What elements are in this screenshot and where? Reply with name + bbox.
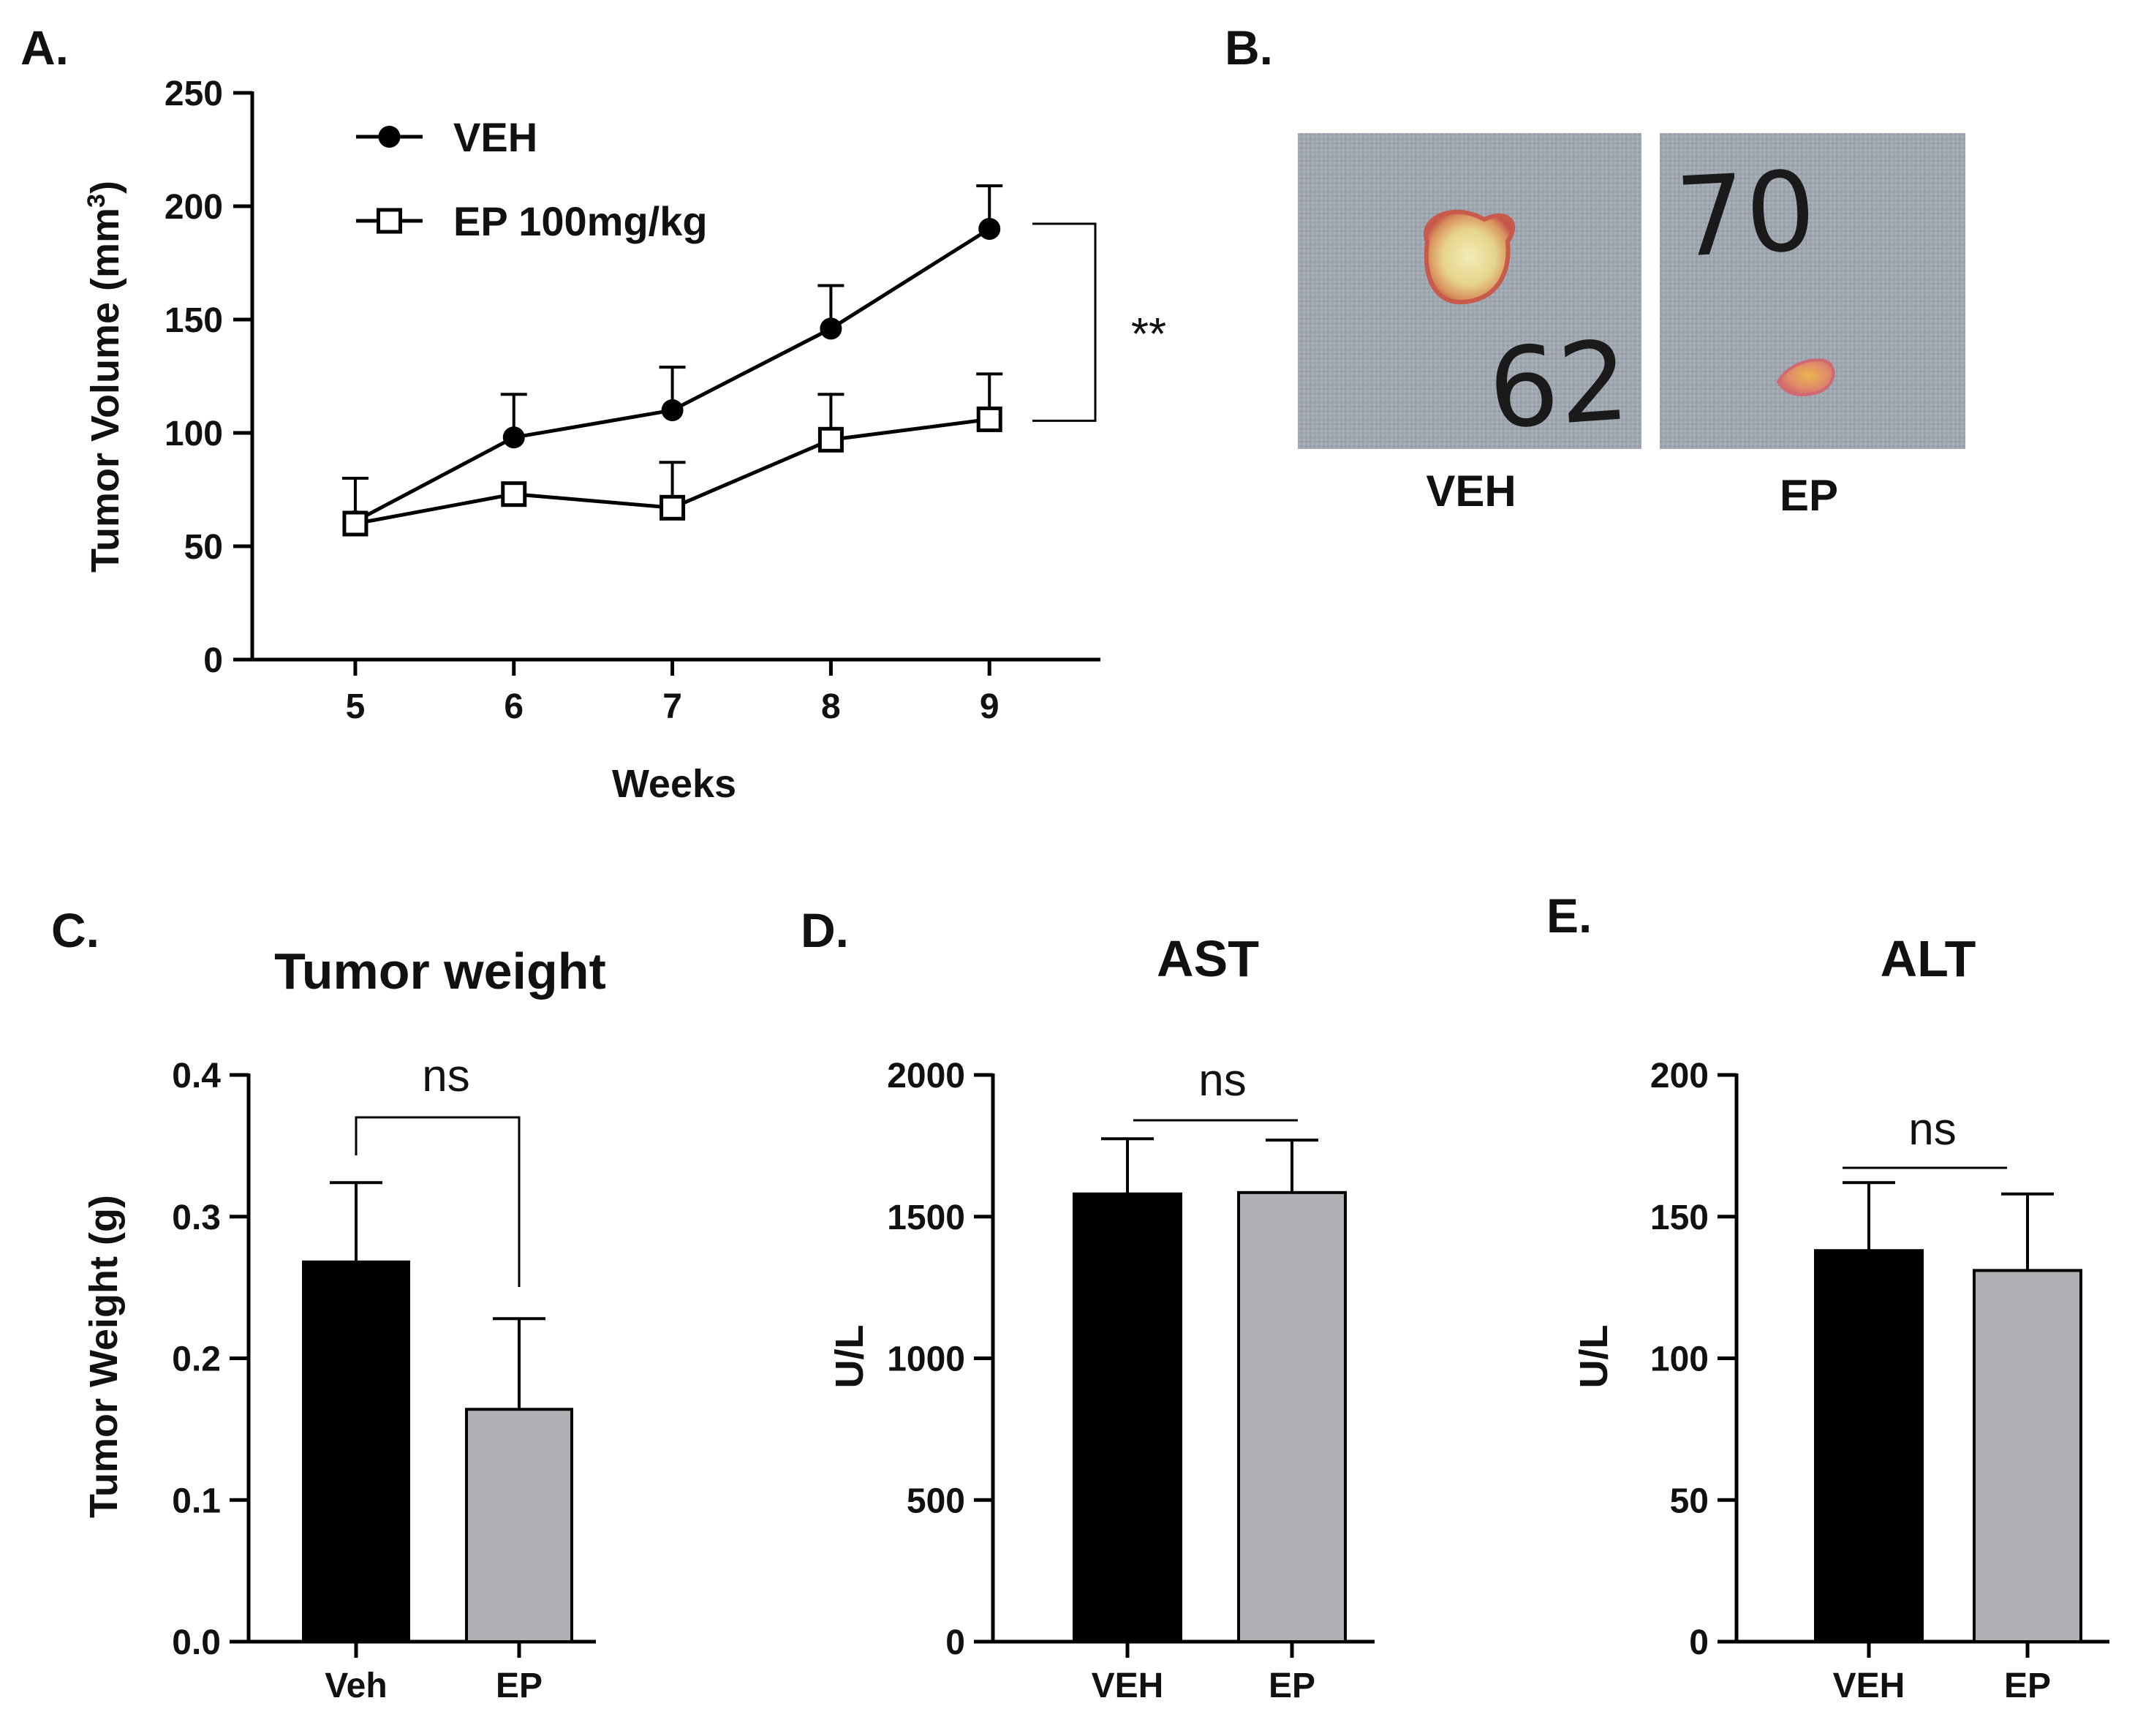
- ep-photo-mark: 70: [1673, 148, 1819, 282]
- c-bar-veh: [302, 1260, 410, 1643]
- veh-tumor-shape: [1424, 209, 1516, 305]
- a-veh-point: [978, 218, 1001, 240]
- d-y-tick-label: 2000: [887, 1057, 965, 1095]
- panel-e-letter: E.: [1546, 888, 1592, 943]
- e-y-tick-label: 100: [1650, 1340, 1709, 1379]
- e-bar-ep: [1973, 1269, 2082, 1643]
- d-y-tick-label: 1000: [887, 1340, 965, 1379]
- c-x-tick-label: Veh: [325, 1667, 387, 1705]
- c-y-tick-label: 0.2: [172, 1340, 221, 1379]
- c-significance-bracket: [355, 1116, 521, 1287]
- panel-b-letter: B.: [1225, 20, 1273, 75]
- c-significance-label: ns: [422, 1051, 469, 1101]
- ep-photo-label: EP: [1780, 471, 1838, 520]
- veh-photo-mark: 62: [1484, 317, 1633, 454]
- a-x-tick-label: 6: [504, 687, 524, 726]
- panel-a-line-chart: 0 50 100 150 200 250 5 6 7 8 9 Weeks Tumor Volume (m…: [83, 75, 1166, 806]
- a-significance-label: **: [1131, 309, 1166, 360]
- a-x-tick-label: 8: [821, 687, 841, 726]
- d-y-tick-label: 0: [945, 1623, 965, 1662]
- e-y-tick-label: 150: [1650, 1199, 1709, 1237]
- a-ep-point: [976, 406, 1002, 432]
- e-y-tick-label: 0: [1689, 1623, 1709, 1662]
- a-x-tick-label: 7: [662, 687, 682, 726]
- a-x-tick-label: 5: [346, 687, 366, 726]
- a-ep-point: [342, 510, 369, 537]
- d-chart-title: AST: [1157, 930, 1259, 987]
- panel-d-bar-chart: AST 0 500 1000 1500 2000 U/L VEH EP ns: [828, 930, 1375, 1705]
- d-bar-veh: [1073, 1192, 1182, 1643]
- c-x-tick-label: EP: [496, 1667, 543, 1705]
- c-chart-title: Tumor weight: [274, 943, 606, 1000]
- c-y-tick-label: 0.0: [172, 1623, 221, 1662]
- d-x-tick-label: VEH: [1092, 1667, 1164, 1705]
- e-y-tick-label: 200: [1650, 1057, 1709, 1095]
- panel-c-letter: C.: [51, 903, 99, 957]
- a-ep-point: [817, 426, 844, 453]
- ep-tumor-photo: 70: [1660, 133, 1965, 449]
- c-y-tick-label: 0.1: [172, 1482, 221, 1520]
- a-veh-point: [502, 426, 525, 449]
- d-y-tick-label: 1500: [887, 1199, 965, 1237]
- veh-tumor-photo: 62: [1298, 133, 1641, 454]
- e-x-tick-label: VEH: [1833, 1667, 1905, 1705]
- e-y-tick-label: 50: [1670, 1482, 1709, 1520]
- a-x-axis-label: Weeks: [612, 762, 736, 806]
- c-bar-ep: [465, 1408, 573, 1643]
- e-x-tick-label: EP: [2004, 1667, 2051, 1705]
- veh-photo-label: VEH: [1426, 467, 1516, 516]
- a-y-tick-label: 0: [203, 641, 223, 680]
- panel-a-letter: A.: [20, 20, 69, 75]
- a-legend-label: EP 100mg/kg: [453, 198, 708, 244]
- panel-d-letter: D.: [801, 903, 849, 957]
- a-legend-marker-veh: [378, 126, 401, 148]
- d-y-axis-label: U/L: [828, 1325, 872, 1389]
- d-bar-ep: [1237, 1190, 1347, 1643]
- e-significance-label: ns: [1908, 1104, 1956, 1155]
- a-y-tick-label: 50: [184, 528, 223, 567]
- a-veh-point: [661, 399, 684, 421]
- panel-e-bar-chart: ALT 0 50 100 150 200 U/L VEH EP ns: [1572, 930, 2109, 1705]
- a-y-tick-label: 250: [165, 75, 223, 113]
- a-x-tick-label: 9: [980, 687, 1000, 726]
- d-y-tick-label: 500: [907, 1482, 965, 1520]
- a-ep-point: [501, 481, 527, 507]
- a-y-axis-label-superscript: 3: [83, 194, 110, 208]
- panel-c-bar-chart: Tumor weight 0.0 0.1 0.2 0.3 0.4 Tumor Weight …: [82, 943, 606, 1705]
- a-y-axis-label: Tumor Volume (mm3): [83, 181, 127, 573]
- a-y-tick-label: 150: [165, 301, 223, 340]
- e-chart-title: ALT: [1881, 930, 1976, 987]
- c-y-tick-label: 0.4: [172, 1057, 221, 1095]
- c-y-tick-label: 0.3: [172, 1199, 221, 1237]
- a-significance-bracket: [1032, 222, 1097, 422]
- e-bar-veh: [1814, 1249, 1924, 1643]
- a-y-tick-label: 100: [165, 415, 223, 453]
- panel-b-photos: 62 70 VEH EP: [1298, 133, 1965, 520]
- e-y-axis-label: U/L: [1572, 1325, 1616, 1389]
- c-y-axis-label: Tumor Weight (g): [82, 1195, 126, 1518]
- a-ep-point: [660, 494, 686, 521]
- d-significance-label: ns: [1198, 1055, 1246, 1106]
- ep-tumor-shape: [1776, 358, 1835, 396]
- a-legend-marker-ep: [377, 208, 402, 234]
- a-veh-point: [820, 317, 842, 340]
- d-x-tick-label: EP: [1269, 1667, 1315, 1705]
- a-legend-label: VEH: [453, 114, 537, 160]
- a-y-tick-label: 200: [165, 188, 223, 227]
